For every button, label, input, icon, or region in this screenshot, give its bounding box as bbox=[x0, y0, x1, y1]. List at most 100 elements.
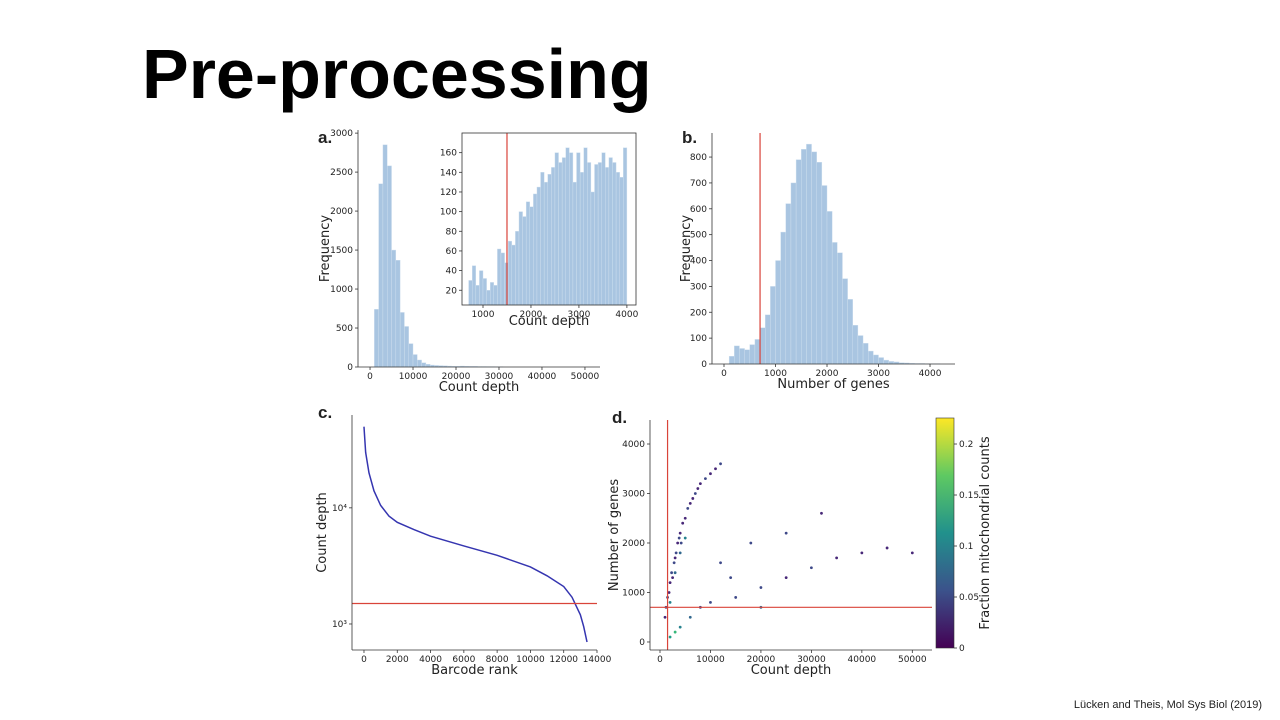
bar bbox=[533, 193, 538, 306]
point bbox=[679, 541, 683, 545]
y-axis-label: Frequency bbox=[679, 215, 694, 282]
bar bbox=[857, 335, 864, 365]
point bbox=[709, 600, 712, 604]
y-axis-label: Number of genes bbox=[607, 479, 622, 592]
y-axis-label: Count depth bbox=[315, 492, 330, 573]
y-tick-label: 140 bbox=[440, 168, 457, 178]
point bbox=[691, 497, 695, 500]
y-tick-label: 2000 bbox=[622, 539, 645, 549]
x-tick-label: 8000 bbox=[486, 655, 509, 665]
bar bbox=[790, 182, 797, 365]
bar bbox=[543, 181, 548, 306]
y-tick-label: 60 bbox=[446, 247, 458, 257]
y-tick-label: 10³ bbox=[332, 620, 347, 630]
point bbox=[668, 635, 672, 639]
bar bbox=[536, 186, 541, 306]
bar bbox=[579, 172, 584, 306]
point bbox=[729, 576, 733, 580]
y-tick-label: 300 bbox=[690, 282, 707, 292]
bar bbox=[417, 359, 422, 368]
bar bbox=[842, 278, 848, 365]
bar bbox=[601, 152, 606, 306]
bar bbox=[831, 242, 838, 365]
point bbox=[673, 571, 677, 575]
bar bbox=[493, 285, 498, 306]
colorbar-tick-label: 0.15 bbox=[959, 491, 979, 501]
bar bbox=[780, 231, 787, 365]
x-tick-label: 40000 bbox=[848, 655, 877, 665]
point bbox=[672, 561, 676, 565]
x-axis-label: Number of genes bbox=[777, 377, 890, 392]
bar bbox=[468, 280, 473, 306]
bar bbox=[770, 286, 776, 365]
x-tick-label: 20000 bbox=[442, 372, 471, 382]
panel-label: c. bbox=[318, 403, 332, 422]
x-tick-label: 40000 bbox=[528, 372, 557, 382]
y-tick-label: 80 bbox=[446, 227, 458, 237]
bar bbox=[525, 201, 530, 306]
bar bbox=[873, 354, 879, 365]
x-tick-label: 3000 bbox=[567, 310, 590, 320]
y-tick-label: 120 bbox=[440, 188, 457, 198]
x-tick-label: 4000 bbox=[419, 655, 442, 665]
x-tick-label: 50000 bbox=[898, 655, 927, 665]
x-tick-label: 6000 bbox=[452, 655, 475, 665]
slide-title: Pre-processing bbox=[142, 35, 652, 113]
bar bbox=[816, 162, 823, 365]
y-axis-label: Frequency bbox=[318, 215, 333, 282]
point bbox=[709, 472, 712, 476]
bar bbox=[749, 344, 756, 365]
y-tick-label: 10⁴ bbox=[332, 504, 347, 514]
bar bbox=[728, 356, 735, 365]
point bbox=[688, 501, 692, 505]
point bbox=[910, 551, 914, 555]
point bbox=[678, 531, 682, 535]
bar bbox=[754, 339, 761, 365]
point bbox=[668, 581, 672, 584]
point bbox=[759, 586, 763, 589]
y-tick-label: 700 bbox=[690, 179, 707, 189]
point bbox=[678, 551, 682, 555]
bar bbox=[821, 185, 828, 365]
point bbox=[671, 576, 675, 580]
bar bbox=[472, 265, 477, 306]
colorbar-tick-label: 0.05 bbox=[959, 593, 979, 603]
bar bbox=[399, 312, 405, 368]
bar bbox=[522, 216, 527, 306]
bar bbox=[744, 349, 750, 365]
bar bbox=[785, 203, 792, 365]
rank-line bbox=[363, 426, 588, 643]
point bbox=[673, 630, 677, 634]
bar bbox=[554, 152, 559, 306]
y-tick-label: 2500 bbox=[330, 168, 353, 178]
bar bbox=[583, 147, 588, 306]
y-tick-label: 3000 bbox=[622, 489, 645, 499]
bar bbox=[551, 167, 556, 306]
y-tick-label: 800 bbox=[690, 153, 707, 163]
point bbox=[835, 556, 839, 560]
y-tick-label: 600 bbox=[690, 205, 707, 215]
bar bbox=[529, 206, 534, 306]
bar bbox=[594, 164, 599, 306]
bar bbox=[421, 362, 427, 368]
point bbox=[698, 482, 702, 486]
point bbox=[668, 600, 672, 604]
y-tick-label: 400 bbox=[690, 257, 707, 267]
bar bbox=[597, 162, 602, 306]
bar bbox=[806, 143, 812, 365]
y-tick-label: 2000 bbox=[330, 207, 353, 217]
colorbar bbox=[935, 417, 955, 649]
point bbox=[784, 531, 788, 535]
point bbox=[693, 492, 697, 495]
bar bbox=[507, 240, 512, 306]
y-tick-label: 0 bbox=[639, 638, 645, 648]
y-tick-label: 500 bbox=[336, 324, 353, 334]
bar bbox=[395, 259, 401, 368]
bar bbox=[847, 299, 853, 365]
bar bbox=[558, 162, 563, 306]
bar bbox=[605, 167, 610, 306]
bar bbox=[734, 345, 740, 365]
bar bbox=[561, 157, 566, 306]
